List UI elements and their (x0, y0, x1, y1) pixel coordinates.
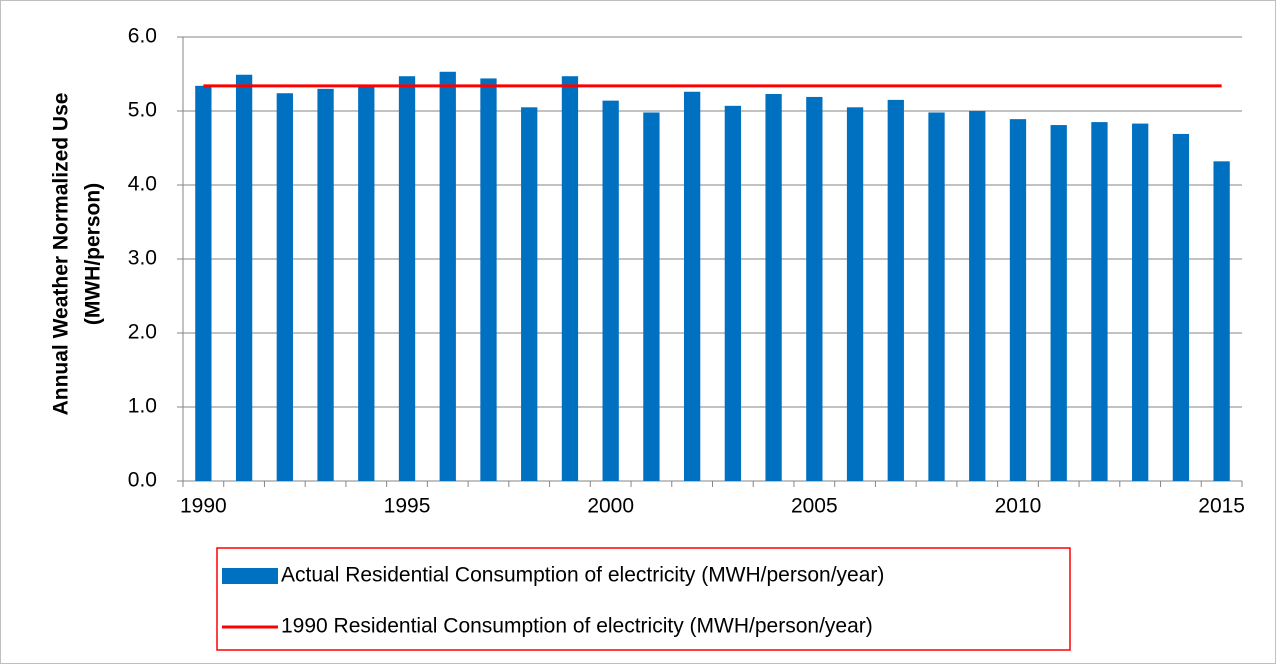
bar (561, 76, 579, 481)
legend-label: 1990 Residential Consumption of electric… (281, 615, 873, 638)
y-tick-label: 3.0 (128, 247, 157, 270)
bar (439, 71, 456, 481)
y-tick-label: 1.0 (128, 395, 157, 418)
x-tick-label: 2000 (587, 495, 634, 518)
bar (602, 100, 619, 481)
legend-label: Actual Residential Consumption of electr… (281, 564, 884, 587)
x-tick-label: 2005 (791, 495, 838, 518)
bar (806, 96, 823, 481)
y-axis-title: Annual Weather Normalized Use (50, 93, 73, 416)
bar (683, 91, 701, 481)
bar (1213, 161, 1230, 481)
bar (765, 93, 782, 481)
y-tick-label: 4.0 (128, 173, 157, 196)
bar (398, 76, 416, 481)
x-tick-label: 1990 (180, 495, 227, 518)
y-tick-label: 0.0 (128, 469, 157, 492)
bar (1009, 119, 1027, 481)
bar (724, 105, 742, 481)
x-tick-label: 2015 (1198, 495, 1245, 518)
y-tick-label: 6.0 (128, 25, 157, 48)
bar (1091, 122, 1108, 481)
x-tick-label: 2010 (995, 495, 1042, 518)
bar (317, 88, 334, 482)
bar (358, 85, 375, 481)
bar (928, 112, 945, 481)
bar (195, 85, 212, 481)
legend-swatch (222, 568, 278, 584)
bar (480, 78, 497, 481)
y-axis-title: (MWH/person) (82, 183, 105, 325)
bar (276, 93, 293, 482)
legend-box (216, 547, 1071, 651)
bar (1172, 133, 1190, 481)
y-tick-label: 2.0 (128, 321, 157, 344)
bar (1050, 125, 1067, 481)
bar (521, 107, 538, 482)
x-tick-label: 1995 (384, 495, 431, 518)
bar (887, 99, 904, 482)
bar (235, 74, 253, 482)
bar (846, 107, 864, 482)
y-tick-label: 5.0 (128, 99, 157, 122)
bar (969, 111, 986, 481)
bar (1132, 123, 1149, 481)
bar (643, 112, 660, 481)
